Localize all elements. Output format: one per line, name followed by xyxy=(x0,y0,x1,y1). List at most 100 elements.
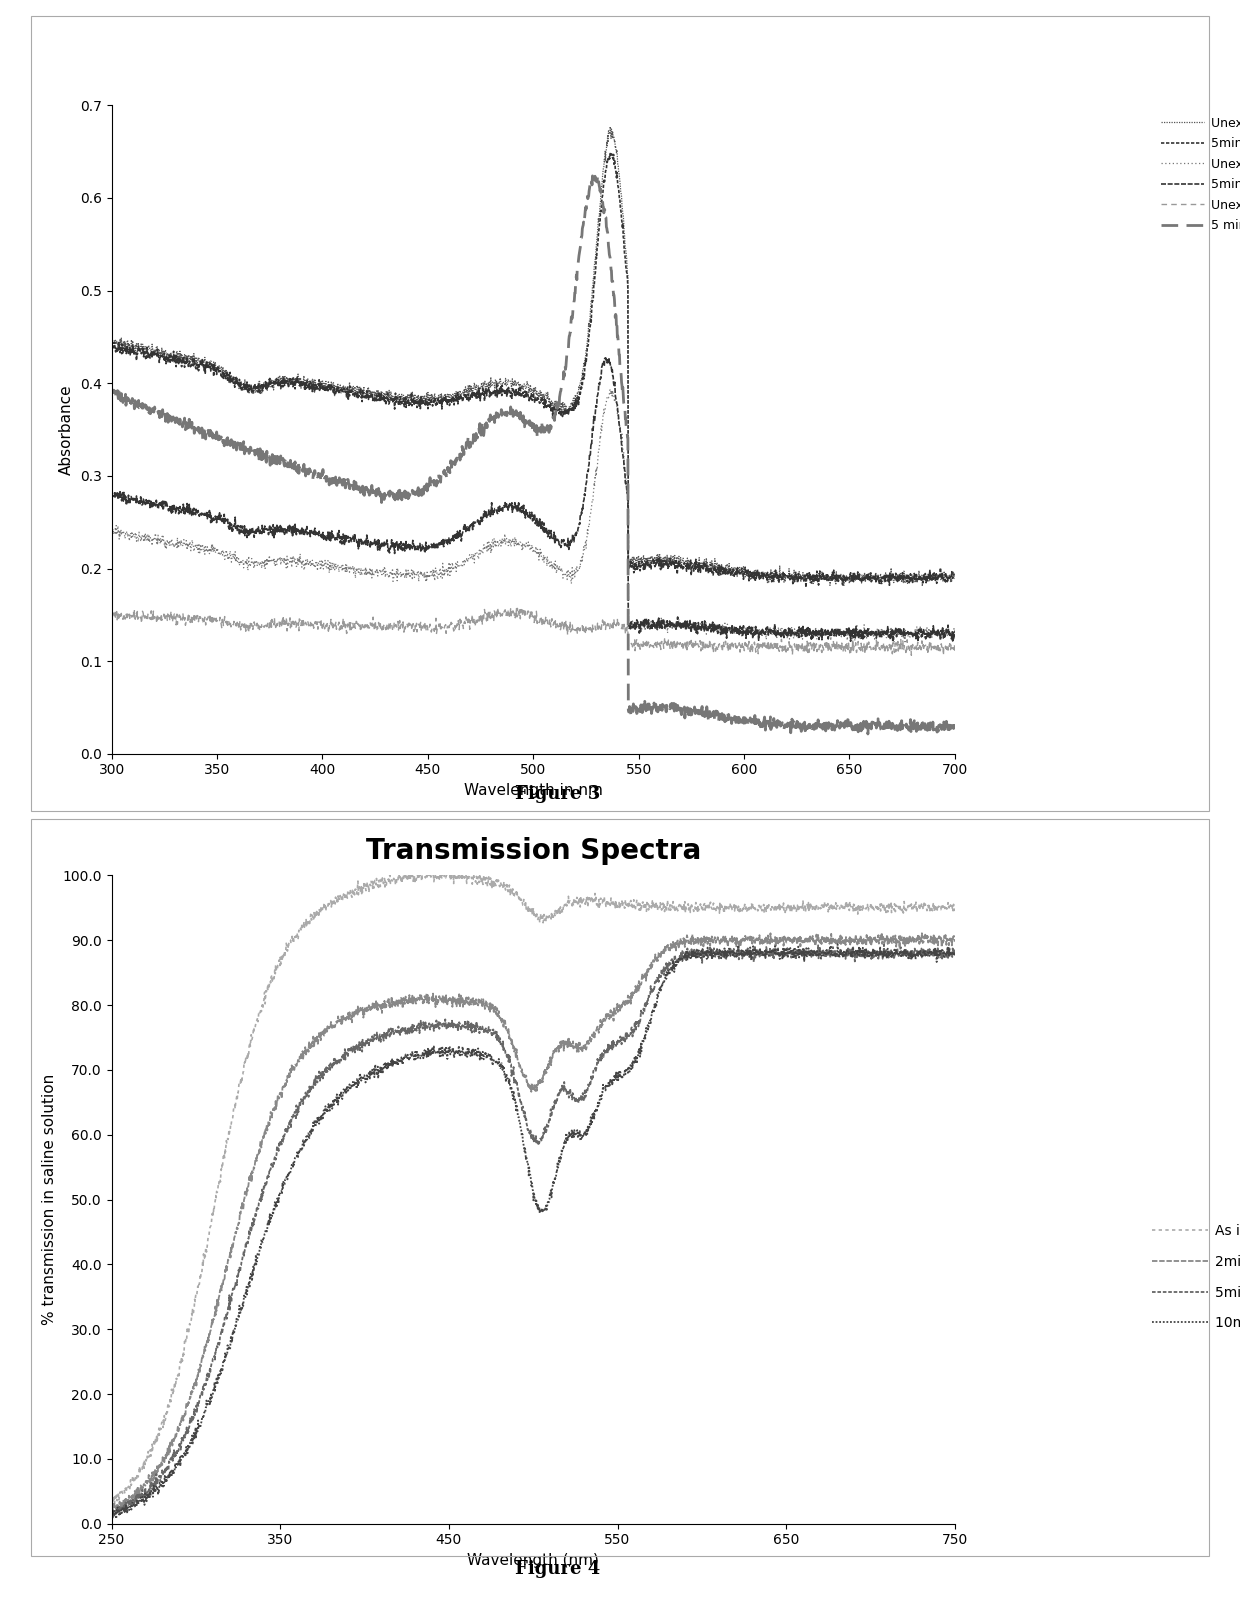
5min Exposed S2 xyxy=(492,381,507,400)
5min Exposed xyxy=(515,1101,529,1120)
Unexposed S3 xyxy=(603,381,618,400)
As is xyxy=(515,892,529,911)
Unexposed S1 xyxy=(492,601,507,621)
5 min Exposed S1 xyxy=(515,407,529,426)
10min Exposed xyxy=(148,1480,162,1499)
Unexposed S2 xyxy=(769,569,784,588)
Unexposed S2 xyxy=(947,569,962,588)
Legend: Unexposed S2, 5min Exposed S2, Unexposed S3, 5min Exposed S3, Unexposed S1, 5 mi: Unexposed S2, 5min Exposed S2, Unexposed… xyxy=(1156,112,1240,237)
Unexposed S3 xyxy=(769,619,784,639)
2min Exposed xyxy=(492,1008,507,1028)
2min Exposed xyxy=(874,924,889,943)
5 min Exposed S1 xyxy=(585,167,600,186)
5 min Exposed S1 xyxy=(148,397,162,417)
Unexposed S1 xyxy=(104,605,119,624)
5min Exposed S3 xyxy=(492,503,507,522)
Line: 2min Exposed: 2min Exposed xyxy=(112,934,955,1511)
Text: Figure 3: Figure 3 xyxy=(516,785,600,804)
Y-axis label: % transmission in saline solution: % transmission in saline solution xyxy=(42,1075,57,1324)
X-axis label: Wavelength (nm): Wavelength (nm) xyxy=(467,1553,599,1568)
5min Exposed xyxy=(947,940,962,960)
Line: 5min Exposed: 5min Exposed xyxy=(112,945,955,1519)
5min Exposed xyxy=(148,1472,162,1491)
As is xyxy=(104,1496,119,1516)
5min Exposed S3 xyxy=(885,632,900,652)
Unexposed S3 xyxy=(924,629,939,648)
5min Exposed S3 xyxy=(924,624,939,644)
Y-axis label: Absorbance: Absorbance xyxy=(60,384,74,475)
5min Exposed xyxy=(924,942,939,961)
10min Exposed xyxy=(830,935,844,955)
Unexposed S2 xyxy=(915,577,930,597)
Unexposed S2 xyxy=(104,327,119,347)
Unexposed S1 xyxy=(947,642,962,661)
5min Exposed S2 xyxy=(104,337,119,357)
5min Exposed xyxy=(877,935,892,955)
Unexposed S2 xyxy=(603,117,618,136)
As is xyxy=(947,898,962,917)
2min Exposed xyxy=(924,929,939,948)
2min Exposed xyxy=(104,1498,119,1517)
Unexposed S2 xyxy=(924,567,939,587)
2min Exposed xyxy=(769,929,784,948)
2min Exposed xyxy=(924,927,939,947)
As is xyxy=(923,898,937,917)
Unexposed S1 xyxy=(923,634,937,653)
5min Exposed xyxy=(924,943,939,963)
5min Exposed S2 xyxy=(924,567,939,587)
10min Exposed xyxy=(924,942,939,961)
10min Exposed xyxy=(109,1509,124,1529)
2min Exposed xyxy=(112,1501,126,1520)
Line: As is: As is xyxy=(112,869,955,1506)
5min Exposed xyxy=(492,1033,507,1052)
5 min Exposed S1 xyxy=(947,715,962,734)
Unexposed S2 xyxy=(515,376,529,396)
10min Exposed xyxy=(924,945,939,964)
5min Exposed S2 xyxy=(769,567,784,587)
5min Exposed S2 xyxy=(947,564,962,584)
10min Exposed xyxy=(947,945,962,964)
Line: 5min Exposed S2: 5min Exposed S2 xyxy=(112,154,955,587)
Unexposed S1 xyxy=(924,634,939,653)
Legend: As is, 2min Exposed, 5min Exposed, 10min Exposed: As is, 2min Exposed, 5min Exposed, 10min… xyxy=(1147,1219,1240,1336)
5min Exposed S2 xyxy=(515,387,529,407)
2min Exposed xyxy=(148,1461,162,1480)
Line: Unexposed S3: Unexposed S3 xyxy=(112,391,955,642)
5min Exposed S3 xyxy=(104,488,119,507)
5 min Exposed S1 xyxy=(861,725,875,744)
Unexposed S3 xyxy=(947,619,962,639)
As is xyxy=(423,859,438,879)
Line: Unexposed S1: Unexposed S1 xyxy=(112,608,955,655)
10min Exposed xyxy=(104,1506,119,1525)
Text: Figure 4: Figure 4 xyxy=(516,1559,600,1579)
Title: Transmission Spectra: Transmission Spectra xyxy=(366,836,701,864)
5min Exposed S2 xyxy=(799,577,813,597)
Unexposed S3 xyxy=(924,626,939,645)
Unexposed S3 xyxy=(104,520,119,540)
Line: 10min Exposed: 10min Exposed xyxy=(112,945,955,1519)
5min Exposed S3 xyxy=(924,621,939,640)
Unexposed S3 xyxy=(492,533,507,553)
Unexposed S2 xyxy=(492,374,507,394)
5 min Exposed S1 xyxy=(924,716,939,736)
5 min Exposed S1 xyxy=(492,404,507,423)
10min Exposed xyxy=(515,1127,529,1146)
5min Exposed S3 xyxy=(769,627,784,647)
10min Exposed xyxy=(492,1057,507,1076)
5 min Exposed S1 xyxy=(769,713,784,733)
Unexposed S2 xyxy=(924,571,939,590)
5min Exposed S3 xyxy=(515,503,529,522)
Unexposed S1 xyxy=(490,598,505,618)
Unexposed S2 xyxy=(148,340,162,360)
Line: 5 min Exposed S1: 5 min Exposed S1 xyxy=(112,177,955,734)
5min Exposed S2 xyxy=(924,566,939,585)
X-axis label: Wavelength in nm: Wavelength in nm xyxy=(464,783,603,798)
5 min Exposed S1 xyxy=(104,383,119,402)
As is xyxy=(924,901,939,921)
Line: Unexposed S2: Unexposed S2 xyxy=(112,126,955,587)
As is xyxy=(492,877,507,896)
2min Exposed xyxy=(947,932,962,952)
Unexposed S1 xyxy=(769,639,784,658)
Unexposed S3 xyxy=(887,632,901,652)
Unexposed S3 xyxy=(515,537,529,556)
